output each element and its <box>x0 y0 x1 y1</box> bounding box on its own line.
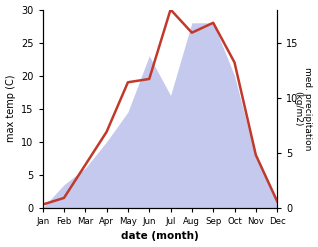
Y-axis label: med. precipitation
(kg/m2): med. precipitation (kg/m2) <box>293 67 313 150</box>
Y-axis label: max temp (C): max temp (C) <box>5 75 16 143</box>
X-axis label: date (month): date (month) <box>121 231 199 242</box>
